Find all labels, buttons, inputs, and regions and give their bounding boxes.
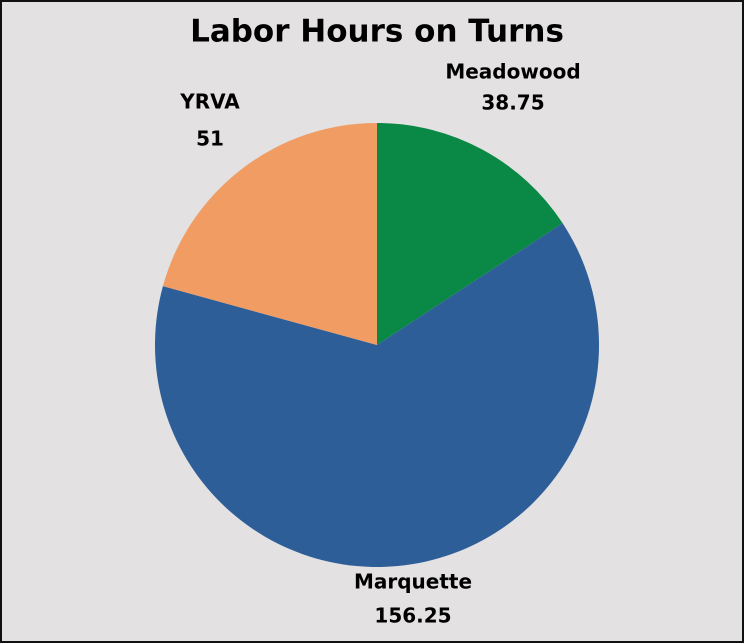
pie-slice [162,123,377,345]
slice-label: Marquette [354,570,472,594]
pie-slice [377,123,563,345]
slice-value: 51 [196,127,224,151]
slice-value: 156.25 [374,604,451,628]
slice-label: YRVA [179,90,240,114]
slice-value: 38.75 [481,91,544,115]
slice-label: Meadowood [445,60,580,84]
chart-title: Labor Hours on Turns [190,14,564,50]
pie-slice [154,223,599,568]
